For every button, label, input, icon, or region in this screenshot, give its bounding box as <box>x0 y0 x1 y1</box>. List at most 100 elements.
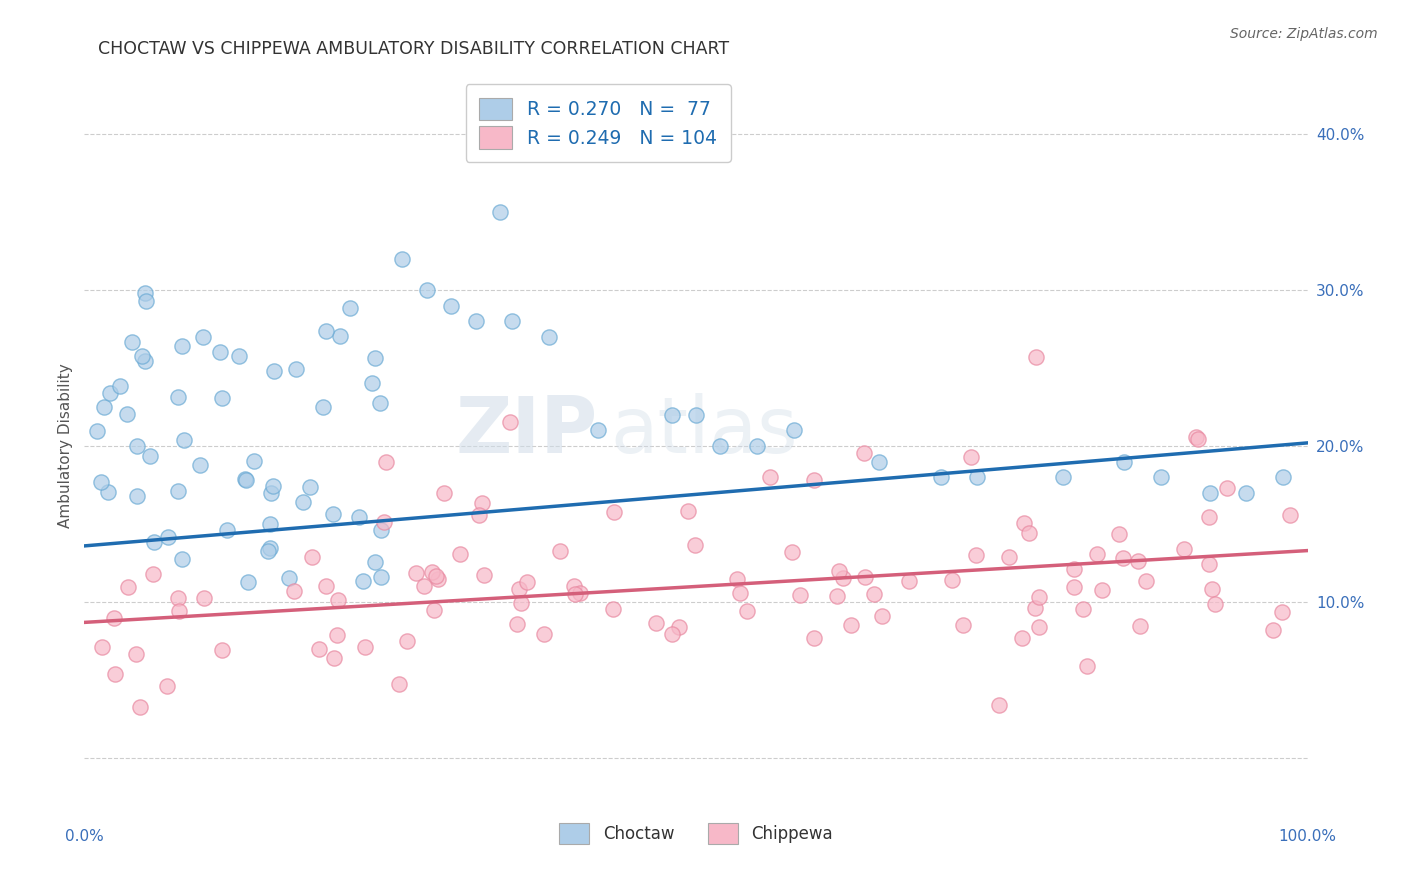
Point <box>1011 631 1033 645</box>
Point <box>464 314 486 328</box>
Point <box>131 350 153 364</box>
Point <box>602 602 624 616</box>
Point <box>262 478 284 492</box>
Point <box>157 531 180 545</box>
Point <box>1071 602 1094 616</box>
Point <box>832 571 855 585</box>
Point <box>1187 432 1209 446</box>
Point <box>134 354 156 368</box>
Point <box>1173 542 1195 557</box>
Point <box>1063 580 1085 594</box>
Point <box>987 698 1010 712</box>
Point <box>1091 582 1114 597</box>
Point <box>499 415 522 429</box>
Point <box>467 508 489 522</box>
Point <box>661 408 683 422</box>
Point <box>425 568 447 582</box>
Point <box>391 252 413 266</box>
Point <box>489 205 512 219</box>
Point <box>117 580 139 594</box>
Point <box>510 596 533 610</box>
Point <box>841 618 863 632</box>
Point <box>929 470 952 484</box>
Point <box>90 475 112 489</box>
Point <box>374 455 396 469</box>
Point <box>301 550 323 565</box>
Point <box>315 579 337 593</box>
Point <box>471 496 494 510</box>
Point <box>370 570 392 584</box>
Point <box>1204 597 1226 611</box>
Point <box>789 588 811 602</box>
Point <box>142 566 165 581</box>
Point <box>676 503 699 517</box>
Point <box>135 294 157 309</box>
Legend: Choctaw, Chippewa: Choctaw, Chippewa <box>550 814 842 854</box>
Point <box>167 604 190 618</box>
Point <box>211 391 233 405</box>
Point <box>364 351 387 365</box>
Point <box>405 566 427 580</box>
Point <box>315 324 337 338</box>
Point <box>725 572 748 586</box>
Point <box>1198 509 1220 524</box>
Point <box>139 449 162 463</box>
Point <box>1150 470 1173 484</box>
Point <box>474 568 496 582</box>
Point <box>322 507 344 521</box>
Point <box>347 509 370 524</box>
Point <box>533 627 555 641</box>
Point <box>586 424 609 438</box>
Point <box>323 651 346 665</box>
Point <box>1272 470 1295 484</box>
Point <box>422 603 444 617</box>
Point <box>759 469 782 483</box>
Point <box>125 647 148 661</box>
Point <box>129 699 152 714</box>
Point <box>1216 481 1239 495</box>
Point <box>298 480 321 494</box>
Point <box>747 439 769 453</box>
Point <box>1201 582 1223 597</box>
Point <box>853 446 876 460</box>
Point <box>1028 590 1050 604</box>
Point <box>259 485 281 500</box>
Point <box>645 615 668 630</box>
Point <box>115 407 138 421</box>
Point <box>361 376 384 390</box>
Text: CHOCTAW VS CHIPPEWA AMBULATORY DISABILITY CORRELATION CHART: CHOCTAW VS CHIPPEWA AMBULATORY DISABILIT… <box>98 40 730 58</box>
Point <box>1076 659 1098 673</box>
Point <box>952 618 974 632</box>
Point <box>283 583 305 598</box>
Point <box>1085 547 1108 561</box>
Point <box>1028 620 1050 634</box>
Point <box>97 484 120 499</box>
Point <box>188 458 211 472</box>
Point <box>562 578 585 592</box>
Point <box>143 534 166 549</box>
Point <box>173 434 195 448</box>
Point <box>420 565 443 579</box>
Point <box>502 314 524 328</box>
Point <box>329 329 352 343</box>
Point <box>1126 554 1149 568</box>
Text: ZIP: ZIP <box>456 393 598 469</box>
Text: atlas: atlas <box>610 393 797 469</box>
Point <box>263 364 285 378</box>
Point <box>1052 470 1074 484</box>
Point <box>208 345 231 359</box>
Point <box>440 299 463 313</box>
Point <box>259 516 281 531</box>
Point <box>278 571 301 585</box>
Point <box>352 574 374 589</box>
Point <box>783 424 806 438</box>
Point <box>166 591 188 605</box>
Point <box>1108 527 1130 541</box>
Point <box>1184 430 1206 444</box>
Point <box>243 454 266 468</box>
Point <box>193 591 215 605</box>
Point <box>236 575 259 590</box>
Point <box>235 474 257 488</box>
Point <box>965 548 987 562</box>
Point <box>1279 508 1302 522</box>
